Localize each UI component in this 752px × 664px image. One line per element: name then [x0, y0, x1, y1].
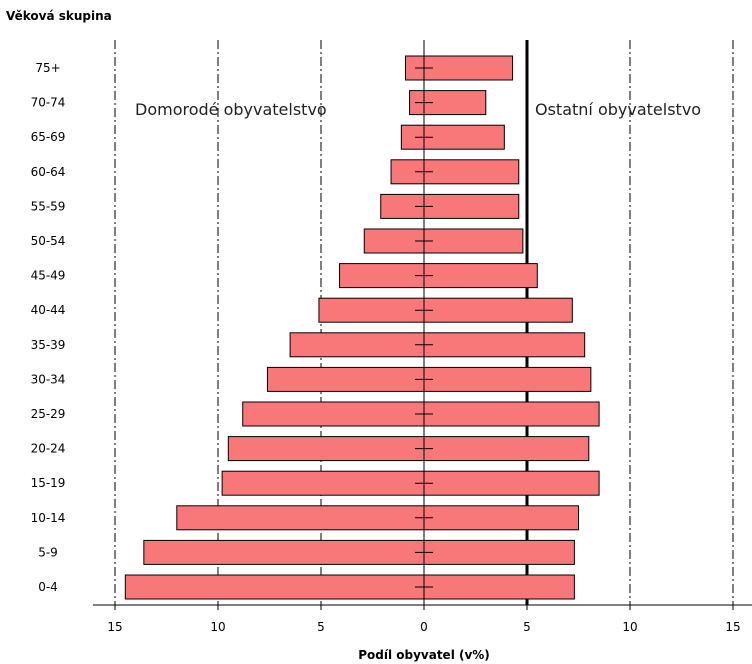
x-tick-label: 5 [317, 620, 325, 634]
x-tick-label: 10 [210, 620, 225, 634]
y-tick-label: 50-54 [31, 234, 66, 248]
bar-ostatni-35-39 [423, 332, 586, 358]
y-tick-label: 35-39 [31, 338, 66, 352]
bar-domorode-50-54 [363, 228, 425, 254]
bar-ostatni-15-19 [423, 470, 600, 496]
x-tick-label: 15 [107, 620, 122, 634]
bars-group [124, 40, 600, 605]
bar-ostatni-30-34 [423, 366, 592, 392]
x-tick-label: 0 [420, 620, 428, 634]
y-tick-label: 60-64 [31, 165, 66, 179]
y-tick-label: 20-24 [31, 442, 66, 456]
bar-ostatni-55-59 [423, 193, 520, 219]
bar-domorode-30-34 [266, 366, 425, 392]
y-tick-label: 10-14 [31, 511, 66, 525]
bar-ostatni-75+ [423, 55, 514, 81]
y-tick-label: 5-9 [38, 545, 58, 559]
bar-domorode-25-29 [242, 401, 425, 427]
bar-domorode-0-4 [124, 574, 425, 600]
bar-domorode-5-9 [143, 539, 425, 565]
bar-ostatni-70-74 [423, 90, 487, 116]
x-axis-title: Podíl obyvatel (v%) [358, 648, 490, 662]
y-tick-label: 70-74 [31, 96, 66, 110]
y-tick-label: 0-4 [38, 580, 58, 594]
x-tick-label: 10 [622, 620, 637, 634]
y-tick-label: 55-59 [31, 199, 66, 213]
bar-ostatni-20-24 [423, 436, 590, 462]
y-tick-label: 25-29 [31, 407, 66, 421]
legend-ostatni: Ostatní obyvatelstvo [535, 100, 701, 119]
bar-domorode-20-24 [227, 436, 425, 462]
x-axis: 15 10 5 0 5 10 15 [93, 604, 752, 634]
y-tick-label: 30-34 [31, 372, 66, 386]
bar-domorode-35-39 [289, 332, 425, 358]
bar-ostatni-10-14 [423, 505, 579, 531]
bar-ostatni-5-9 [423, 539, 575, 565]
bar-ostatni-25-29 [423, 401, 600, 427]
y-tick-label: 65-69 [31, 130, 66, 144]
bar-domorode-40-44 [318, 297, 425, 323]
y-axis-title: Věková skupina [6, 9, 112, 23]
y-tick-label: 75+ [35, 61, 60, 75]
bar-ostatni-0-4 [423, 574, 575, 600]
bar-ostatni-60-64 [423, 159, 520, 185]
x-tick-label: 15 [725, 620, 740, 634]
y-tick-label: 40-44 [31, 303, 66, 317]
bar-domorode-10-14 [176, 505, 425, 531]
y-tick-label: 15-19 [31, 476, 66, 490]
bar-ostatni-45-49 [423, 263, 538, 289]
legend-domorode: Domorodé obyvatelstvo [135, 100, 327, 119]
bar-domorode-15-19 [221, 470, 425, 496]
bar-domorode-45-49 [339, 263, 425, 289]
bar-ostatni-65-69 [423, 124, 505, 150]
bar-ostatni-50-54 [423, 228, 524, 254]
y-tick-label: 45-49 [31, 269, 66, 283]
bar-ostatni-40-44 [423, 297, 573, 323]
x-tick-label: 5 [523, 620, 531, 634]
y-tick-labels: 0-4 5-9 10-14 15-19 20-24 25-29 30-34 35-39 40-4… [31, 61, 66, 594]
